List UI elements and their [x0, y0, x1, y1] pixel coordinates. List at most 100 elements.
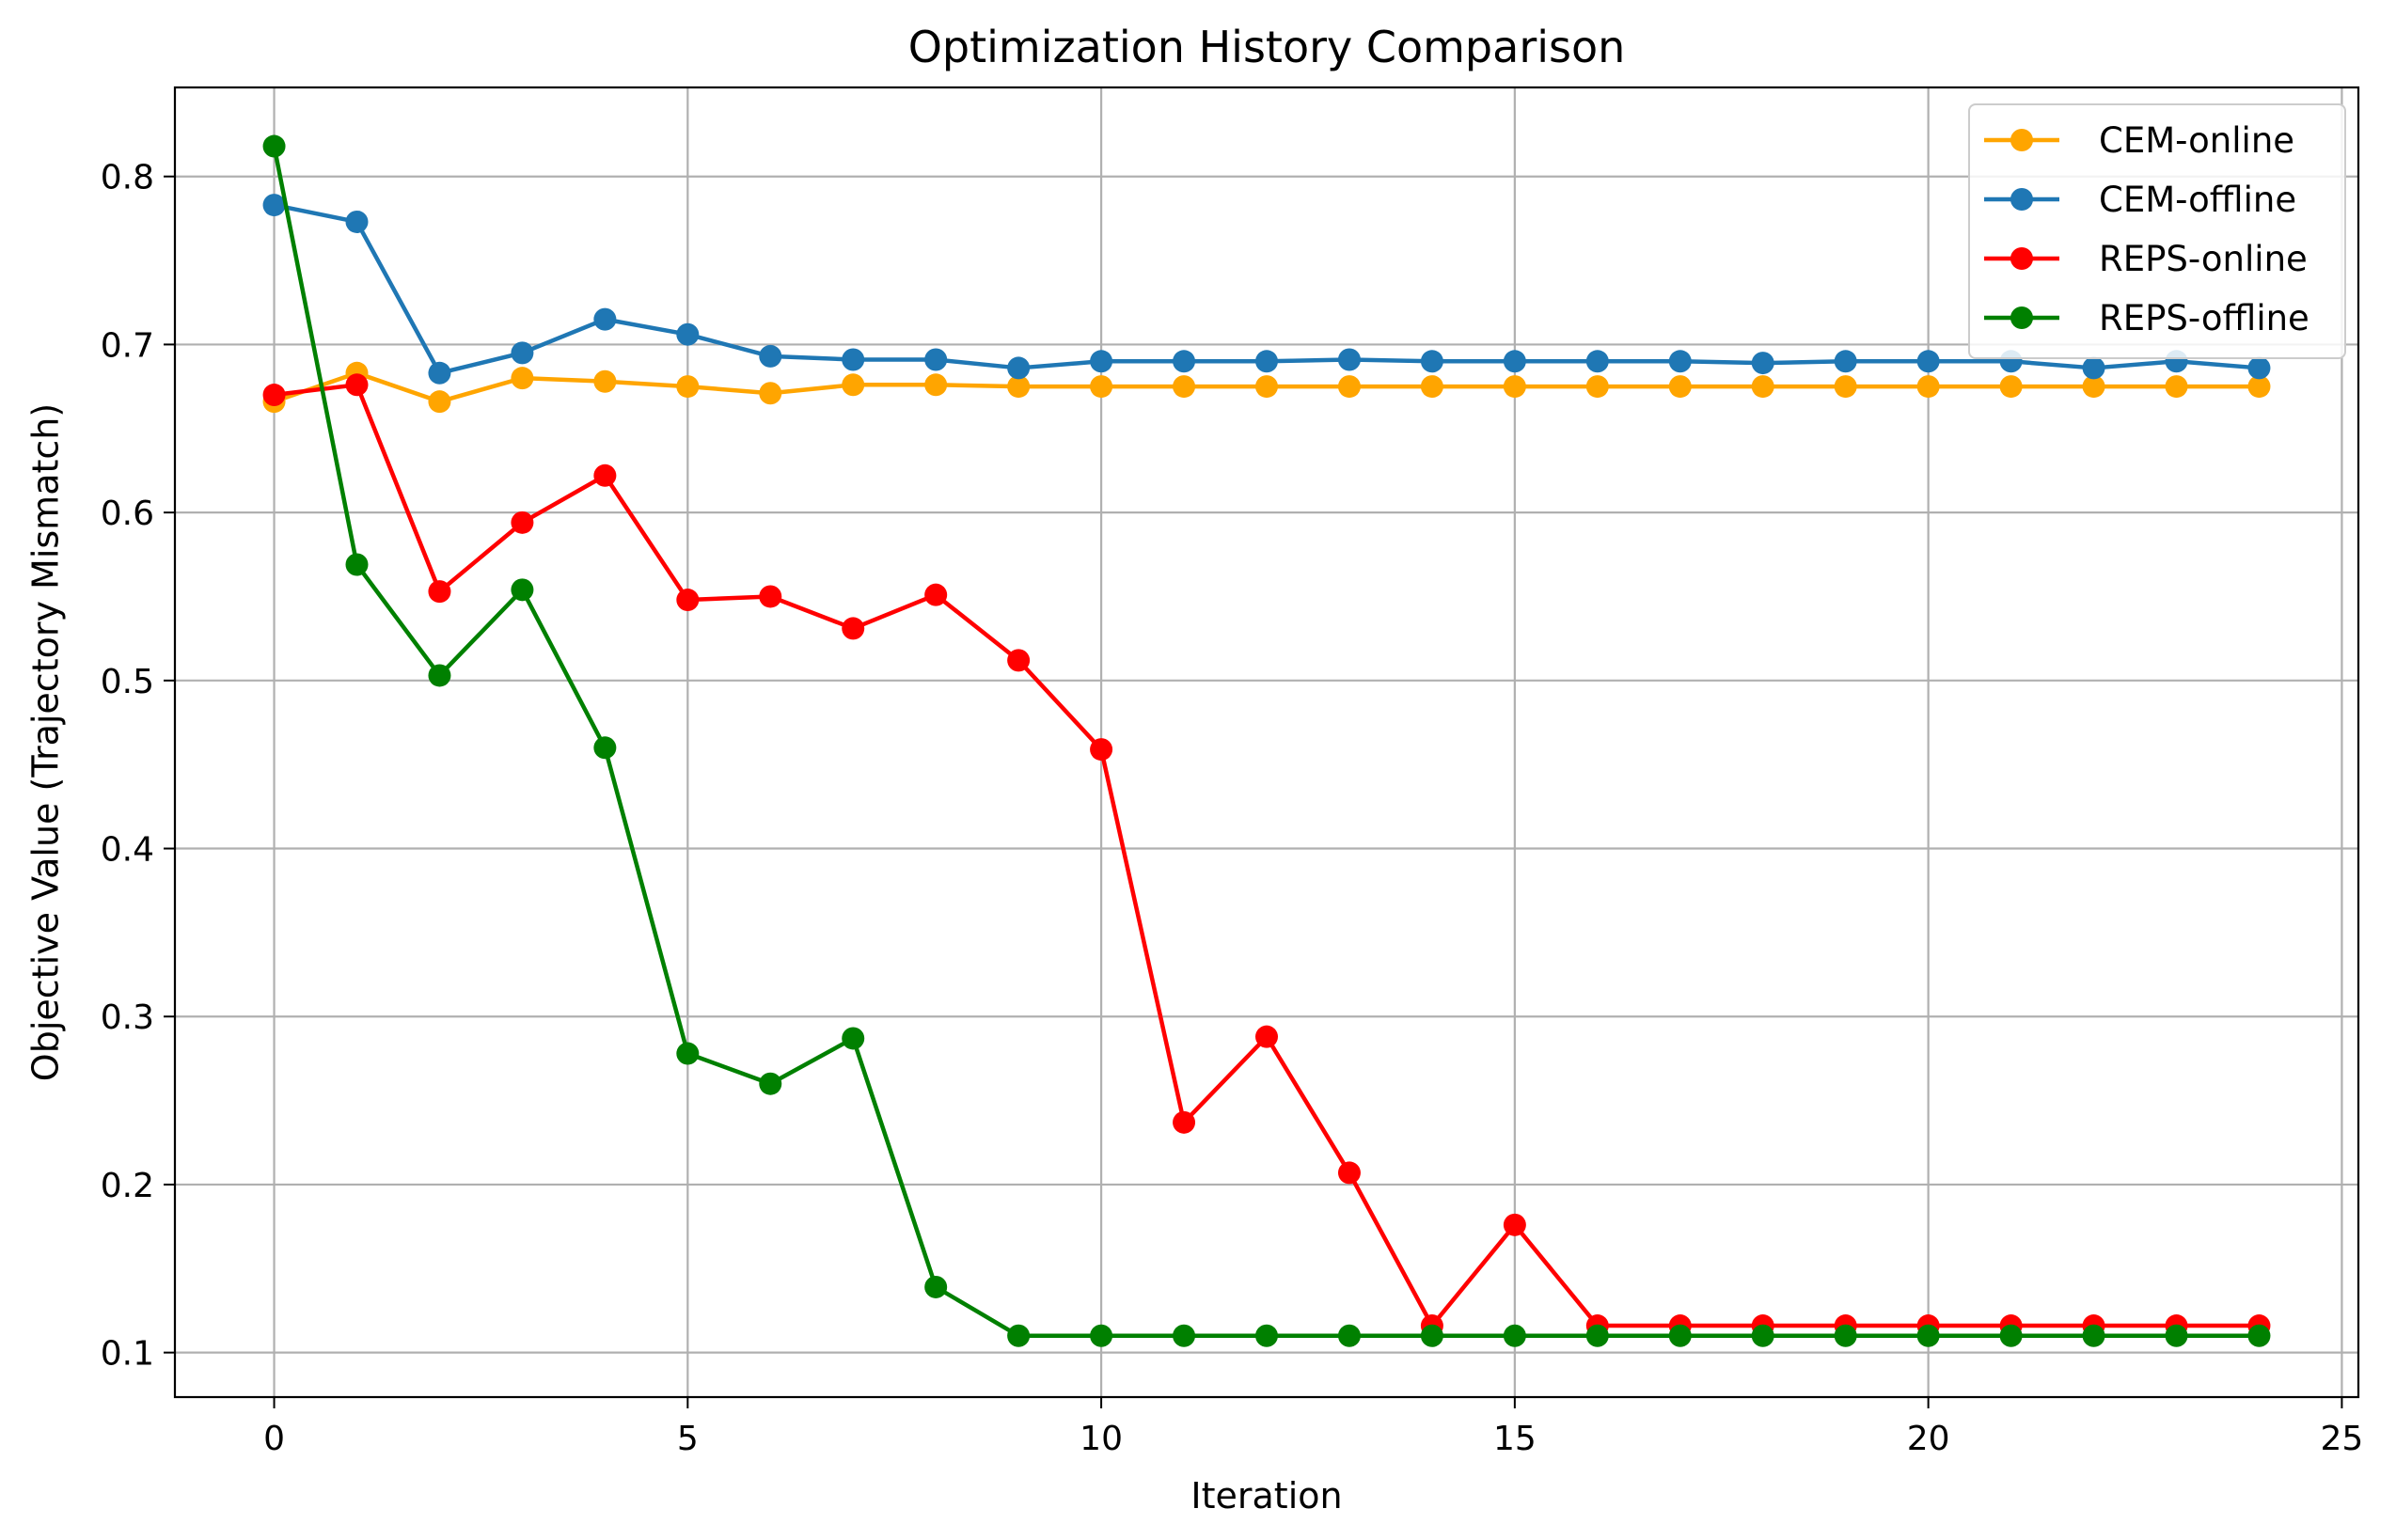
data-point-reps-online	[1503, 1213, 1526, 1236]
legend-label: REPS-online	[2099, 239, 2308, 279]
data-point-cem-offline	[1255, 350, 1278, 373]
data-point-cem-offline	[2247, 356, 2271, 380]
legend-swatch-marker	[2010, 188, 2033, 211]
data-point-cem-online	[1834, 375, 1857, 399]
data-point-reps-offline	[842, 1027, 865, 1050]
legend-label: REPS-offline	[2099, 298, 2309, 338]
data-point-cem-offline	[1751, 352, 1774, 375]
data-point-cem-offline	[428, 361, 451, 385]
legend-label: CEM-offline	[2099, 180, 2296, 220]
data-point-cem-offline	[1337, 348, 1361, 371]
data-point-reps-offline	[759, 1072, 782, 1095]
data-point-cem-online	[511, 367, 534, 390]
data-point-cem-offline	[1916, 350, 1940, 373]
y-tick-label: 0.4	[101, 831, 154, 870]
data-point-reps-online	[842, 617, 865, 640]
plot-frame	[173, 86, 2360, 1399]
legend-box	[1968, 103, 2346, 359]
data-point-cem-offline	[1420, 350, 1443, 373]
legend-swatch-marker	[2010, 306, 2033, 329]
legend-swatch-marker	[2010, 247, 2033, 270]
data-point-reps-online	[1173, 1110, 1196, 1134]
series-reps-offline	[262, 134, 2271, 1347]
y-axis-label: Objective Value (Trajectory Mismatch)	[24, 403, 66, 1081]
data-point-reps-offline	[1834, 1324, 1857, 1347]
data-point-cem-online	[2165, 375, 2188, 399]
data-point-cem-online	[2247, 375, 2271, 399]
data-point-cem-online	[759, 382, 782, 405]
y-tick-label: 0.1	[101, 1335, 154, 1374]
data-point-reps-offline	[593, 736, 617, 760]
data-point-cem-online	[2082, 375, 2105, 399]
axis-ticks: 0 5 10 15 20 25 0.1 0.2 0.3 0.4 0.5 0.6 0.7 0.8	[101, 159, 2364, 1458]
data-point-reps-offline	[1255, 1324, 1278, 1347]
data-point-cem-offline	[1834, 350, 1857, 373]
data-point-reps-online	[345, 373, 369, 397]
legend-swatch-marker	[2010, 129, 2033, 151]
data-point-reps-offline	[1916, 1324, 1940, 1347]
data-point-cem-offline	[676, 322, 700, 346]
data-point-cem-online	[1090, 375, 1113, 399]
data-point-reps-online	[924, 583, 948, 606]
data-point-reps-offline	[1173, 1324, 1196, 1347]
data-point-reps-offline	[2165, 1324, 2188, 1347]
data-point-reps-offline	[1090, 1324, 1113, 1347]
data-point-reps-offline	[1668, 1324, 1692, 1347]
data-point-reps-offline	[511, 578, 534, 602]
data-point-cem-online	[924, 373, 948, 397]
data-point-reps-offline	[1007, 1324, 1031, 1347]
x-tick-label: 25	[2321, 1420, 2364, 1458]
data-point-cem-online	[676, 375, 700, 399]
data-point-cem-offline	[511, 341, 534, 365]
data-point-reps-offline	[262, 134, 286, 158]
data-point-reps-offline	[1585, 1324, 1609, 1347]
data-point-cem-online	[1503, 375, 1526, 399]
data-point-cem-offline	[759, 344, 782, 368]
y-tick-label: 0.8	[101, 159, 154, 197]
x-tick-label: 5	[677, 1420, 699, 1458]
data-point-reps-online	[759, 585, 782, 608]
data-point-reps-offline	[345, 553, 369, 576]
chart-title: Optimization History Comparison	[908, 22, 1626, 72]
y-tick-label: 0.2	[101, 1167, 154, 1205]
series-layer	[262, 134, 2271, 1347]
data-point-cem-online	[593, 369, 617, 393]
data-point-reps-online	[676, 589, 700, 612]
data-point-reps-online	[1255, 1025, 1278, 1048]
data-point-reps-offline	[1337, 1324, 1361, 1347]
data-point-reps-offline	[1503, 1324, 1526, 1347]
data-point-reps-online	[262, 384, 286, 407]
data-point-cem-offline	[345, 210, 369, 233]
y-tick-label: 0.6	[101, 495, 154, 533]
data-point-cem-online	[1585, 375, 1609, 399]
data-point-reps-online	[511, 511, 534, 534]
data-point-cem-online	[1420, 375, 1443, 399]
data-point-reps-offline	[1420, 1324, 1443, 1347]
series-cem-online	[262, 361, 2271, 414]
data-point-cem-online	[1007, 375, 1031, 399]
data-point-reps-offline	[428, 664, 451, 687]
data-point-cem-offline	[1007, 356, 1031, 380]
data-point-cem-offline	[2082, 356, 2105, 380]
data-point-reps-offline	[676, 1042, 700, 1065]
legend-item-cem-offline: CEM-offline	[1984, 180, 2296, 220]
x-tick-label: 10	[1080, 1420, 1123, 1458]
data-point-reps-online	[428, 580, 451, 604]
legend-label: CEM-online	[2099, 120, 2294, 161]
x-axis-label: Iteration	[1190, 1475, 1342, 1516]
data-point-cem-offline	[262, 194, 286, 217]
data-point-reps-offline	[1751, 1324, 1774, 1347]
data-point-cem-offline	[593, 307, 617, 331]
data-point-cem-online	[428, 390, 451, 414]
legend-item-reps-online: REPS-online	[1984, 239, 2308, 279]
data-point-cem-offline	[842, 348, 865, 371]
data-point-cem-offline	[1173, 350, 1196, 373]
y-tick-label: 0.7	[101, 326, 154, 365]
data-point-cem-online	[1337, 375, 1361, 399]
data-point-cem-online	[1751, 375, 1774, 399]
data-point-cem-offline	[1090, 350, 1113, 373]
data-point-cem-online	[1916, 375, 1940, 399]
data-point-reps-online	[1007, 649, 1031, 672]
